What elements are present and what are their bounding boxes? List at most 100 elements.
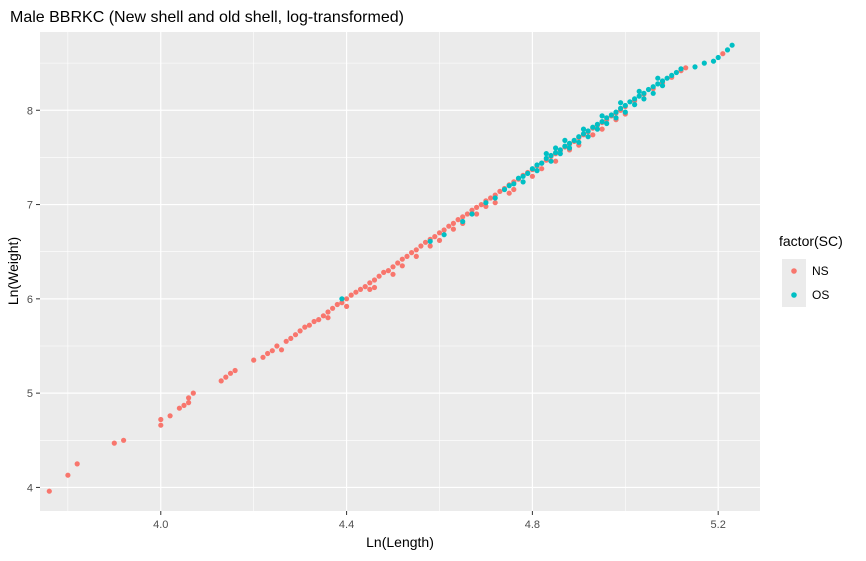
x-axis-label: Ln(Length) [366, 534, 434, 550]
data-point-os [604, 115, 610, 121]
data-point-os [641, 96, 647, 102]
data-point-os [339, 296, 345, 302]
data-point-os [501, 186, 508, 193]
data-point-ns [325, 315, 331, 321]
data-point-os [632, 96, 638, 102]
data-point-os [673, 69, 680, 76]
data-point-ns [297, 328, 303, 334]
data-point-os [506, 183, 512, 189]
data-point-ns [158, 416, 164, 423]
data-point-ns [190, 390, 196, 396]
data-point-os [557, 151, 563, 157]
data-point-os [632, 102, 638, 108]
data-point-os [655, 75, 661, 81]
data-point-os [534, 168, 540, 174]
x-axis: 4.0 4.4 4.8 5.2 [153, 511, 726, 531]
data-point-os [483, 200, 489, 206]
legend: factor(SC) NS OS [779, 233, 843, 307]
data-point-ns [399, 256, 405, 262]
data-point-ns [529, 173, 536, 179]
data-point-os [664, 75, 670, 81]
data-point-ns [344, 296, 350, 302]
data-point-ns [334, 301, 340, 308]
major-gridlines [40, 32, 760, 511]
data-point-ns [227, 370, 234, 376]
plot-panel [40, 32, 760, 511]
data-point-ns [404, 253, 410, 259]
data-point-os [515, 175, 522, 181]
y-tick-label: 7 [27, 200, 33, 212]
data-point-os [576, 139, 582, 145]
data-point-ns [553, 158, 559, 164]
x-tick-label: 4.8 [525, 519, 540, 531]
y-axis: 4 5 6 7 8 [27, 105, 40, 494]
data-point-os [553, 150, 559, 156]
data-point-os [580, 126, 587, 132]
data-point-ns [441, 227, 447, 233]
data-point-ns [371, 284, 378, 291]
data-point-os [557, 147, 563, 153]
x-tick-label: 5.2 [711, 519, 726, 531]
y-tick-label: 4 [27, 482, 33, 494]
data-point-os [599, 113, 605, 119]
data-point-os [590, 124, 596, 130]
data-point-ns [223, 374, 229, 380]
data-point-ns [74, 461, 80, 467]
data-point-ns [311, 318, 317, 325]
legend-label-os: OS [812, 288, 829, 302]
data-point-os [511, 181, 517, 187]
data-point-ns [418, 243, 424, 249]
data-point-os [669, 72, 675, 78]
data-point-ns [181, 402, 187, 408]
data-point-ns [367, 286, 373, 292]
y-tick-label: 5 [27, 388, 33, 400]
data-point-os [520, 173, 526, 179]
data-point-ns [497, 188, 503, 194]
data-point-os [618, 100, 624, 106]
data-point-os [659, 83, 666, 89]
data-point-ns [469, 207, 475, 213]
data-point-os [520, 179, 526, 185]
data-point-ns [395, 260, 401, 266]
data-point-os [622, 102, 628, 109]
data-point-ns [390, 271, 396, 277]
data-point-ns [436, 237, 443, 243]
data-point-ns [339, 300, 345, 306]
data-point-ns [218, 378, 224, 384]
data-point-ns [590, 132, 596, 138]
y-tick-label: 6 [27, 294, 33, 306]
data-point-ns [46, 488, 52, 494]
data-point-ns [409, 250, 415, 256]
data-point-ns [176, 405, 182, 411]
data-point-ns [422, 239, 429, 245]
data-point-ns [599, 126, 605, 132]
legend-key-os [791, 292, 797, 298]
data-point-ns [413, 253, 419, 259]
data-point-os [543, 151, 549, 157]
data-point-os [553, 145, 559, 151]
data-point-ns [492, 200, 498, 206]
x-tick-label: 4.0 [153, 519, 168, 531]
data-point-ns [232, 367, 238, 374]
data-point-os [460, 218, 466, 225]
data-point-ns [413, 247, 419, 253]
data-point-os [608, 112, 615, 118]
data-point-os [599, 119, 605, 125]
data-point-os [622, 109, 628, 115]
data-point-os [604, 120, 610, 127]
data-point-os [715, 54, 721, 61]
data-point-ns [720, 51, 726, 57]
data-point-ns [278, 347, 285, 353]
data-point-ns [376, 273, 382, 279]
data-point-ns [362, 284, 368, 290]
data-point-ns [450, 220, 456, 226]
data-point-ns [511, 186, 517, 193]
data-point-ns [292, 332, 299, 338]
data-point-ns [385, 268, 391, 274]
data-point-os [534, 162, 540, 168]
data-point-ns [274, 343, 280, 349]
data-point-ns [427, 243, 433, 249]
data-point-os [571, 137, 577, 143]
data-point-ns [251, 357, 257, 363]
